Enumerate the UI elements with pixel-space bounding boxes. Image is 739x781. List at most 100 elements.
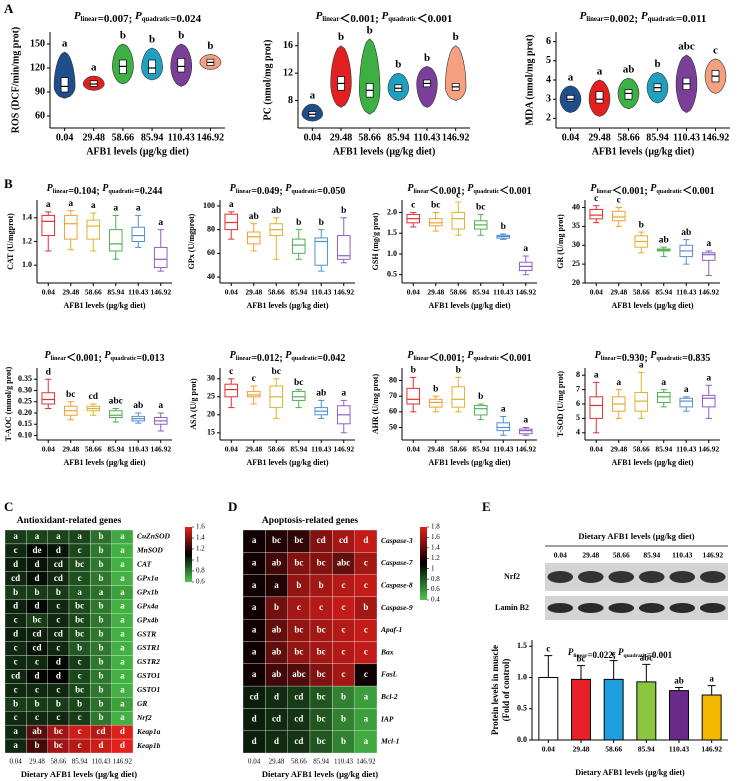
- title-subscript: quadratic: [623, 653, 647, 659]
- x-tick-label: 0.04: [56, 132, 74, 143]
- y-tick-label: 2: [546, 113, 551, 124]
- cell-letter: a: [274, 580, 279, 590]
- cell-letter: c: [342, 602, 346, 612]
- blot-lane-label: 29.48: [582, 551, 599, 560]
- significance-letter: a: [597, 66, 603, 78]
- cell-letter: a: [252, 669, 257, 679]
- title-text: ＜0.001;: [612, 185, 650, 197]
- title-text: =0.013: [136, 353, 164, 364]
- x-tick-label: 58.66: [358, 132, 381, 143]
- box: [153, 246, 168, 269]
- cell-letter: ab: [272, 624, 282, 634]
- x-tick-label: 146.92: [515, 288, 536, 297]
- title-text: ＜0.001: [499, 185, 532, 197]
- y-tick-label: 90: [35, 86, 45, 97]
- significance-letter: a: [229, 200, 234, 210]
- title-subscript: quadratic: [108, 188, 134, 195]
- cell-letter: a: [99, 587, 104, 597]
- cell-letter: a: [120, 712, 125, 722]
- cell-letter: abc: [337, 558, 351, 568]
- x-tick-label: 0.04: [590, 445, 603, 454]
- cell-letter: b: [77, 698, 82, 708]
- bar: [571, 678, 591, 741]
- significance-letter: b: [296, 218, 301, 228]
- cell-letter: a: [120, 629, 125, 639]
- y-tick-label: 1.5: [517, 641, 527, 650]
- cell-letter: ab: [272, 647, 282, 657]
- significance-letter: a: [594, 371, 599, 381]
- significance-letter: a: [91, 201, 96, 211]
- cell-letter: c: [364, 580, 368, 590]
- significance-letter: a: [113, 204, 118, 214]
- significance-letter: a: [136, 204, 141, 214]
- title-text: P: [47, 183, 54, 194]
- title-text: =0.244: [134, 186, 162, 197]
- significance-letter: a: [661, 378, 666, 388]
- panel-label: A: [4, 1, 14, 16]
- x-tick-label: 110.43: [92, 758, 111, 766]
- significance-letter: a: [62, 38, 68, 50]
- cell-letter: bc: [54, 740, 63, 750]
- cell-letter: a: [13, 531, 18, 541]
- cell-letter: d: [34, 559, 39, 569]
- cell-letter: b: [13, 698, 18, 708]
- y-axis-label: T-AOC (mmol/g prot): [4, 366, 13, 441]
- significance-letter: cd: [89, 392, 99, 402]
- blot-band: [547, 603, 574, 613]
- y-tick-label: 15: [207, 428, 215, 437]
- y-tick-label: 50: [389, 422, 397, 431]
- significance-letter: b: [453, 31, 459, 43]
- box: [291, 390, 306, 401]
- y-tick-label: 100: [203, 201, 215, 210]
- y-tick-label: 0.0: [517, 735, 527, 744]
- y-tick-label: 4: [546, 74, 551, 85]
- cell-letter: c: [35, 684, 39, 694]
- box: [611, 210, 626, 222]
- x-tick-label: 85.94: [655, 288, 672, 297]
- colorbar-tick-label: 1.8: [431, 523, 440, 531]
- cell-letter: d: [34, 573, 39, 583]
- cell-letter: bc: [75, 601, 84, 611]
- cell-letter: cd: [11, 573, 20, 583]
- cell-letter: b: [341, 736, 346, 746]
- row-label: GR: [137, 699, 147, 708]
- cell-letter: b: [341, 714, 346, 724]
- blot-band: [638, 603, 665, 613]
- title-subscript: quadratic: [388, 16, 416, 23]
- y-tick-label: 70: [389, 391, 397, 400]
- significance-letter: c: [713, 44, 718, 56]
- cell-letter: cd: [11, 670, 20, 680]
- x-tick-label: 0.04: [407, 445, 420, 454]
- bar: [603, 678, 624, 741]
- significance-letter: b: [501, 222, 506, 232]
- x-tick-label: 58.66: [268, 445, 285, 454]
- cell-letter: c: [78, 740, 82, 750]
- colorbar-tick-label: 1.4: [196, 534, 205, 542]
- title-text: =0.104;: [68, 186, 102, 197]
- significance-letter: c: [546, 644, 550, 654]
- y-axis-label: AHR (U/mg prot): [371, 374, 380, 435]
- y-axis-label: GSH (mg/g prot): [371, 212, 380, 270]
- significance-letter: d: [46, 367, 52, 377]
- row-label: Keap1b: [136, 741, 161, 750]
- x-tick-label: 29.48: [245, 288, 262, 297]
- box: [291, 238, 306, 254]
- blot-row-label: Lamin B2: [495, 603, 529, 612]
- y-tick-label: 25: [207, 392, 215, 401]
- significance-letter: a: [706, 373, 711, 383]
- cell-letter: b: [13, 587, 18, 597]
- cell-letter: abc: [292, 669, 306, 679]
- significance-letter: b: [319, 218, 324, 228]
- y-axis-label: CAT (U/mgprot): [6, 213, 15, 270]
- cell-letter: c: [14, 656, 18, 666]
- cell-letter: a: [252, 602, 257, 612]
- y-tick-label: 30: [572, 240, 580, 249]
- colorbar: [185, 527, 192, 582]
- significance-letter: c: [252, 374, 256, 384]
- cell-letter: c: [14, 712, 18, 722]
- blot-band: [699, 603, 726, 613]
- cell-letter: c: [14, 643, 18, 653]
- cell-letter: b: [341, 691, 346, 701]
- x-tick-label: 85.94: [107, 288, 124, 297]
- title-text: P: [230, 183, 237, 194]
